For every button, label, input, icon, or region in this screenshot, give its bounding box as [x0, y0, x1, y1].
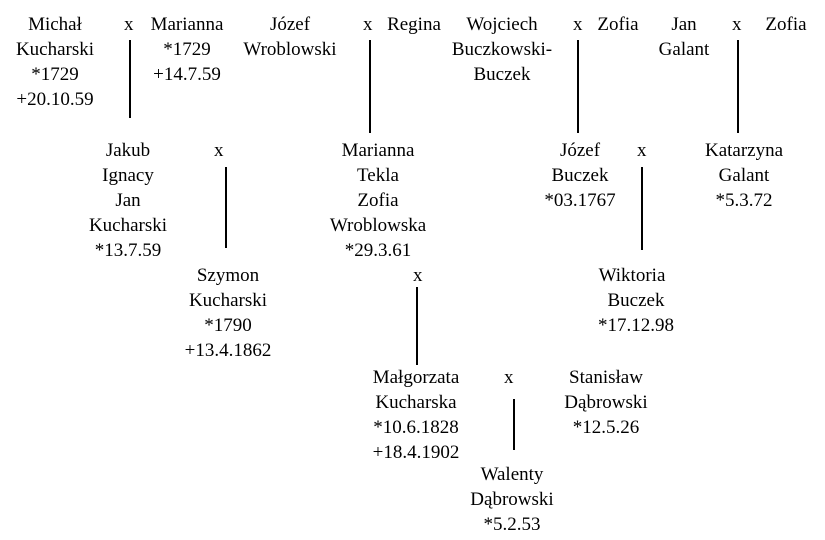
person-michal: Michał Kucharski *1729 +20.10.59 — [0, 12, 135, 112]
person-text-line: *1729 — [31, 64, 79, 85]
person-wiktoria: Wiktoria Buczek *17.12.98 — [556, 263, 716, 338]
person-jakub: Jakub Ignacy Jan Kucharski *13.7.59 — [48, 138, 208, 263]
person-text-line: *1729 — [163, 39, 211, 60]
marriage-jakub-marianna: x — [214, 140, 224, 161]
person-text-line: Kucharski — [15, 39, 95, 60]
person-text-line: Buczek — [551, 165, 609, 186]
person-text-line: +18.4.1902 — [372, 442, 460, 463]
person-text-line: Marianna — [150, 14, 224, 35]
descent-line-jozef-b — [577, 40, 579, 133]
person-text-line: Michał — [28, 14, 82, 35]
person-szymon: Szymon Kucharski *1790 +13.4.1862 — [148, 263, 308, 363]
person-text-line: Józef — [269, 14, 311, 35]
person-katarzyna: Katarzyna Galant *5.3.72 — [664, 138, 824, 213]
marriage-malgorzata-stanislaw: x — [504, 367, 514, 388]
person-jozef-w: Józef Wroblowski — [210, 12, 370, 62]
person-text-line: Dąbrowski — [470, 489, 554, 510]
person-marianna-t: Marianna Tekla Zofia Wroblowska *29.3.61 — [298, 138, 458, 263]
person-text-line: Zofia — [597, 14, 639, 35]
descent-line-szymon — [225, 167, 227, 248]
descent-line-marianna-t — [369, 40, 371, 133]
person-text-line: Kucharska — [375, 392, 457, 413]
person-walenty: Walenty Dąbrowski *5.2.53 — [432, 462, 592, 537]
person-stanislaw: Stanisław Dąbrowski *12.5.26 — [526, 365, 686, 440]
person-text-line: Katarzyna — [704, 140, 784, 161]
person-text-line: Szymon — [196, 265, 260, 286]
person-text-line: Walenty — [480, 464, 544, 485]
descent-line-malgorzata — [416, 287, 418, 365]
person-text-line: Małgorzata — [372, 367, 460, 388]
person-text-line: Tekla — [357, 165, 399, 186]
descent-line-jakub — [129, 40, 131, 118]
person-text-line: Kucharski — [88, 215, 168, 236]
person-text-line: +20.10.59 — [16, 89, 94, 110]
person-text-line: *29.3.61 — [344, 240, 412, 261]
person-text-line: *1790 — [204, 315, 252, 336]
descent-line-wiktoria — [641, 167, 643, 250]
person-text-line: *17.12.98 — [598, 315, 674, 336]
person-text-line: +13.4.1862 — [184, 340, 272, 361]
person-text-line: *13.7.59 — [94, 240, 162, 261]
person-jozef-b: Józef Buczek *03.1767 — [500, 138, 660, 213]
person-zofia-1: Zofia — [538, 12, 698, 37]
person-malgorzata: Małgorzata Kucharska *10.6.1828 +18.4.1902 — [336, 365, 496, 465]
marriage-wojciech-zofia: x — [573, 14, 583, 35]
person-text-line: Buczkowski- — [451, 39, 553, 60]
person-text-line: Zofia — [357, 190, 399, 211]
person-text-line: Galant — [658, 39, 710, 60]
person-wojciech: Wojciech Buczkowski- Buczek — [422, 12, 582, 87]
marriage-jozef-katarzyna: x — [637, 140, 647, 161]
person-jan-g: Jan Galant — [604, 12, 764, 62]
person-text-line: Wiktoria — [598, 265, 666, 286]
person-text-line: Józef — [559, 140, 601, 161]
person-zofia-2: Zofia — [706, 12, 825, 37]
person-text-line: Regina — [387, 14, 441, 35]
marriage-szymon-malgorzata-parents: x — [413, 265, 423, 286]
person-text-line: Jan — [671, 14, 697, 35]
person-text-line: +14.7.59 — [153, 64, 221, 85]
person-text-line: Jakub — [105, 140, 151, 161]
person-text-line: *10.6.1828 — [373, 417, 459, 438]
person-text-line: Galant — [718, 165, 770, 186]
person-text-line: Jan — [115, 190, 141, 211]
person-text-line: Dąbrowski — [564, 392, 648, 413]
person-text-line: Marianna — [341, 140, 415, 161]
person-text-line: Zofia — [765, 14, 807, 35]
marriage-jozef-regina: x — [363, 14, 373, 35]
person-marianna: Marianna *1729 +14.7.59 — [107, 12, 267, 87]
person-text-line: Buczek — [473, 64, 531, 85]
person-text-line: Ignacy — [102, 165, 154, 186]
person-text-line: *5.3.72 — [715, 190, 773, 211]
person-text-line: Buczek — [607, 290, 665, 311]
person-text-line: Wroblowska — [329, 215, 427, 236]
person-text-line: *5.2.53 — [483, 514, 541, 535]
person-text-line: Wojciech — [466, 14, 538, 35]
person-text-line: *12.5.26 — [572, 417, 640, 438]
person-text-line: Wroblowski — [243, 39, 337, 60]
person-text-line: Kucharski — [188, 290, 268, 311]
descent-line-katarzyna — [737, 40, 739, 133]
person-regina: Regina — [334, 12, 494, 37]
descent-line-walenty — [513, 399, 515, 450]
person-text-line: Stanisław — [569, 367, 643, 388]
marriage-jan-zofia: x — [732, 14, 742, 35]
person-text-line: *03.1767 — [544, 190, 616, 211]
marriage-michal-marianna: x — [124, 14, 134, 35]
